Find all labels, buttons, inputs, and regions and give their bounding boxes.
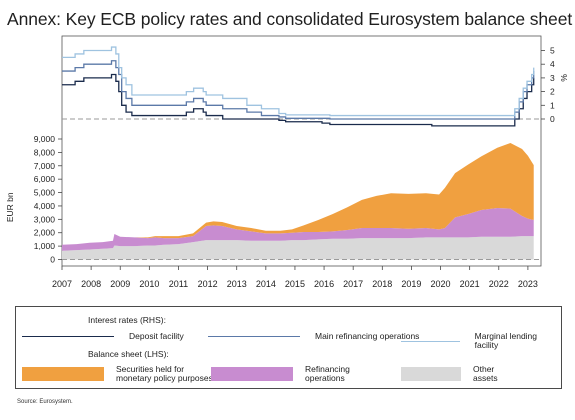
legend-item-refinancing: Refinancing operations — [211, 365, 350, 383]
left-tick-label: 4,000 — [34, 201, 56, 211]
left-tick-label: 8,000 — [34, 147, 56, 157]
x-tick-label: 2013 — [227, 279, 247, 289]
x-tick-label: 2007 — [52, 279, 72, 289]
legend-label-deposit: Deposit facility — [129, 331, 184, 341]
legend-rates-header: Interest rates (RHS): — [88, 315, 166, 325]
rate-lines — [62, 46, 535, 127]
legend-swatch-mro — [208, 336, 300, 337]
legend-label-mlf: Marginal lending facility — [474, 331, 538, 350]
legend-swatch-refinancing — [211, 367, 293, 381]
legend-label-securities: Securities held for monetary policy purp… — [116, 364, 213, 383]
x-tick-label: 2016 — [314, 279, 334, 289]
right-axis-label: % — [559, 74, 569, 82]
x-tick-label: 2021 — [460, 279, 480, 289]
left-tick-label: 7,000 — [34, 161, 56, 171]
right-tick-label: 2 — [550, 87, 555, 97]
left-tick-label: 0 — [50, 255, 55, 265]
line-mlf — [62, 46, 535, 117]
right-tick-label: 0 — [550, 114, 555, 124]
balance-sheet-areas — [62, 143, 534, 260]
legend-swatch-mlf — [401, 340, 460, 342]
x-tick-label: 2023 — [518, 279, 538, 289]
legend-swatch-other — [401, 367, 461, 381]
left-tick-label: 5,000 — [34, 188, 56, 198]
x-tick-label: 2019 — [401, 279, 421, 289]
left-tick-label: 1,000 — [34, 241, 56, 251]
x-tick-label: 2022 — [489, 279, 509, 289]
x-tick-label: 2008 — [81, 279, 101, 289]
source-note: Source: Eurosystem. — [17, 399, 73, 405]
legend-swatch-securities — [22, 367, 104, 381]
legend-label-other: Other assets — [473, 364, 498, 383]
x-tick-label: 2009 — [110, 279, 130, 289]
x-tick-label: 2015 — [285, 279, 305, 289]
left-tick-label: 9,000 — [34, 134, 56, 144]
left-tick-label: 6,000 — [34, 174, 56, 184]
legend-item-deposit: Deposit facility — [22, 332, 184, 341]
x-tick-label: 2014 — [256, 279, 276, 289]
x-tick-label: 2018 — [372, 279, 392, 289]
legend-item-other: Other assets — [401, 365, 498, 383]
right-tick-label: 5 — [550, 46, 555, 56]
legend: Interest rates (RHS): Deposit facility M… — [15, 306, 562, 389]
right-tick-label: 3 — [550, 73, 555, 83]
legend-item-securities: Securities held for monetary policy purp… — [22, 365, 213, 383]
left-axis-label: EUR bn — [5, 192, 15, 222]
x-tick-label: 2017 — [343, 279, 363, 289]
legend-label-mro: Main refinancing operations — [315, 331, 420, 341]
area-securities — [62, 143, 534, 245]
legend-balance-header: Balance sheet (LHS): — [88, 349, 169, 359]
x-tick-label: 2010 — [139, 279, 159, 289]
legend-item-mro: Main refinancing operations — [208, 332, 419, 341]
area-refinancing — [62, 207, 534, 251]
chart-area: 0 1,000 2,000 3,000 4,000 5,000 6,000 7,000 8,00… — [5, 35, 569, 290]
x-tick-label: 2020 — [431, 279, 451, 289]
legend-swatch-deposit — [22, 336, 114, 337]
right-tick-label: 1 — [550, 100, 555, 110]
right-tick-label: 4 — [550, 59, 555, 69]
left-tick-label: 2,000 — [34, 228, 56, 238]
legend-label-refinancing: Refinancing operations — [305, 364, 350, 383]
area-other — [62, 236, 534, 260]
x-tick-label: 2011 — [169, 279, 188, 289]
x-tick-label: 2012 — [198, 279, 218, 289]
left-tick-label: 3,000 — [34, 214, 56, 224]
chart-title: Annex: Key ECB policy rates and consolid… — [7, 9, 573, 29]
legend-item-mlf: Marginal lending facility — [401, 332, 561, 350]
axes: 0 1,000 2,000 3,000 4,000 5,000 6,000 7,000 8,00… — [5, 46, 569, 290]
